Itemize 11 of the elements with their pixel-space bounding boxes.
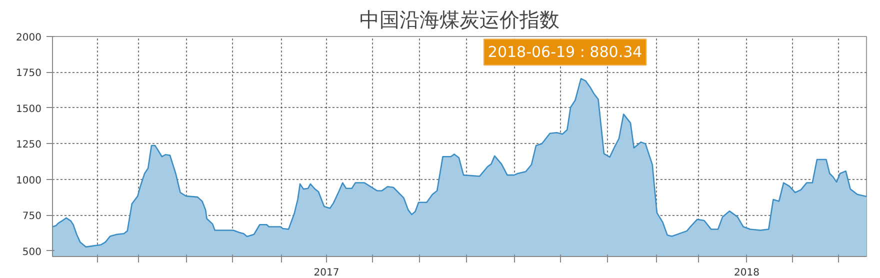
- y-tick-label: 1500: [16, 104, 42, 115]
- chart-title: 中国沿海煤炭运价指数: [360, 8, 560, 32]
- y-tick-label: 2000: [16, 32, 42, 44]
- y-tick-label: 1750: [16, 68, 42, 80]
- y-tick-label: 1250: [16, 140, 42, 151]
- x-tick-label: 2017: [314, 268, 340, 278]
- y-tick-label: 750: [22, 211, 42, 222]
- y-tick-label: 1000: [16, 175, 42, 186]
- y-tick-label: 500: [22, 246, 42, 258]
- annotation: 2018-06-19 : 880.34: [488, 43, 642, 62]
- x-tick-label: 2018: [734, 268, 760, 278]
